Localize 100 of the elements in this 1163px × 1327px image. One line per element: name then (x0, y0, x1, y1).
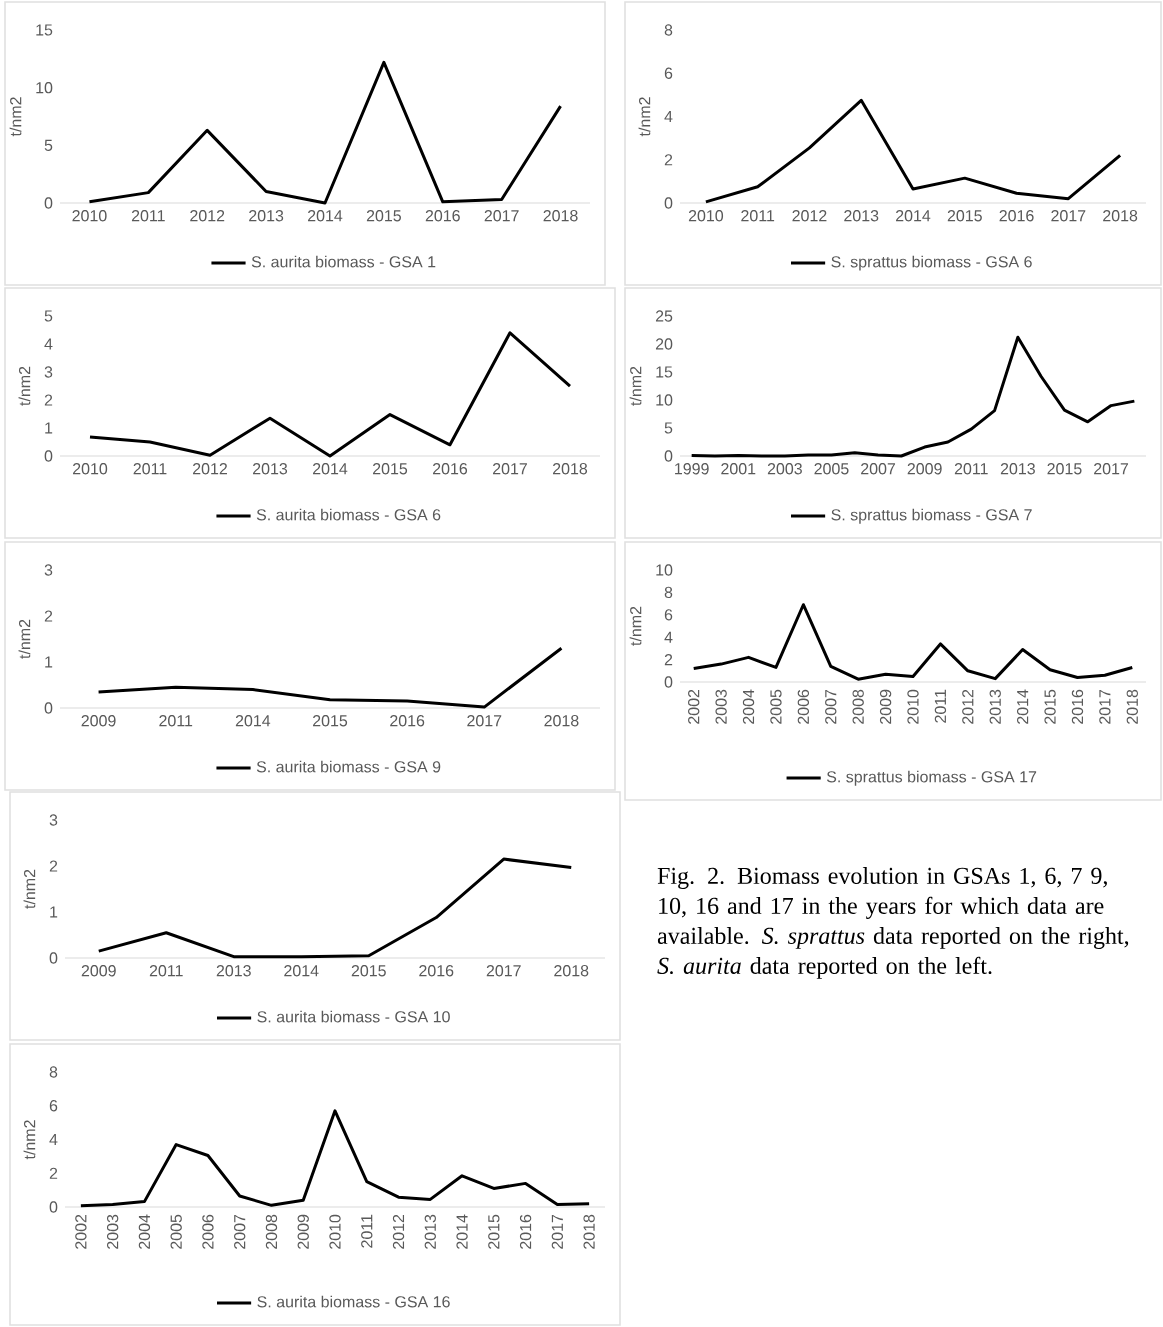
legend-label: S. aurita biomass - GSA 1 (251, 255, 436, 268)
x-tick-label: 2018 (543, 210, 578, 222)
line-series (692, 603, 1134, 681)
x-tick-label: 2013 (1000, 463, 1035, 475)
x-tick-label: 2017 (493, 463, 527, 475)
y-tick-label: 0 (49, 952, 58, 964)
legend-label: S. aurita biomass - GSA 16 (257, 1295, 450, 1308)
y-tick-label: 10 (656, 394, 673, 406)
legend-label: S. sprattus biomass - GSA 7 (831, 508, 1032, 524)
x-tick-label: 2016 (390, 715, 425, 727)
y-tick-label: 0 (44, 197, 53, 209)
x-tick-label: 2011 (131, 210, 165, 222)
legend-label: S. aurita biomass - GSA 6 (256, 508, 441, 521)
line-series (88, 331, 572, 458)
x-tick-label: 2011 (149, 965, 183, 977)
y-tick-label: 15 (36, 24, 53, 36)
y-tick-label: 4 (44, 338, 53, 350)
x-tick-label: 2018 (554, 965, 589, 977)
legend-label: S. sprattus biomass - GSA 6 (831, 255, 1032, 271)
y-tick-label: 3 (44, 564, 53, 576)
y-tick-label: 4 (664, 111, 673, 123)
y-tick-label: 2 (664, 154, 673, 166)
x-tick-label: 2013 (844, 210, 879, 222)
x-tick-label: 2007 (825, 689, 837, 724)
x-tick-label: 2014 (1016, 689, 1029, 724)
x-tick-label: 2014 (313, 463, 348, 475)
x-tick-label: 2010 (329, 1214, 341, 1249)
line-series (690, 335, 1136, 458)
legend-label: S. aurita biomass - GSA 10 (257, 1010, 450, 1023)
x-tick-label: 2015 (366, 210, 401, 222)
x-tick-label: 2016 (419, 965, 454, 977)
x-tick-label: 2015 (373, 463, 408, 475)
y-axis-title: t/nm2 (629, 366, 642, 406)
y-tick-label: 8 (664, 586, 673, 599)
y-tick-label: 5 (44, 139, 53, 151)
x-tick-label: 2010 (73, 463, 108, 475)
y-tick-label: 3 (44, 366, 53, 378)
x-tick-label: 2009 (81, 965, 116, 977)
y-tick-label: 8 (664, 24, 673, 36)
line-series (97, 646, 563, 709)
x-tick-label: 2012 (962, 689, 974, 724)
x-tick-label: 2011 (954, 463, 988, 475)
y-tick-label: 0 (44, 702, 53, 714)
x-tick-label: 2010 (907, 689, 919, 724)
x-tick-label: 2012 (190, 210, 225, 222)
x-tick-label: 2014 (308, 210, 343, 222)
x-tick-label: 2005 (170, 1214, 182, 1249)
x-tick-label: 2017 (1099, 689, 1111, 724)
legend-label: S. sprattus biomass - GSA 17 (826, 770, 1037, 786)
y-tick-label: 20 (655, 338, 673, 350)
x-tick-label: 2010 (72, 210, 107, 222)
x-tick-label: 2009 (81, 715, 116, 727)
x-tick-label: 2010 (688, 210, 724, 222)
x-tick-label: 2003 (106, 1214, 119, 1249)
x-tick-label: 2008 (265, 1214, 278, 1249)
y-tick-label: 0 (664, 676, 673, 688)
y-tick-label: 25 (655, 310, 673, 322)
x-tick-label: 2003 (715, 689, 727, 724)
x-tick-label: 2014 (456, 1214, 468, 1249)
y-axis-title: t/nm2 (23, 1120, 36, 1160)
x-tick-label: 2009 (879, 689, 892, 724)
x-tick-label: 2018 (1103, 210, 1138, 222)
x-tick-label: 2016 (433, 463, 468, 475)
text: Fig. 2. Biomass evolution in GSAs 1, 6, 7 9, 10, 16 and 17 in the years for which data are available. S. sprattus data reported on the right, S. aurita data reported on the left. (657, 867, 1129, 979)
legend-label: S. aurita biomass - GSA 9 (256, 760, 441, 773)
x-tick-label: 2017 (486, 965, 521, 977)
x-tick-label: 2015 (488, 1214, 500, 1249)
x-tick-label: 2016 (425, 210, 460, 222)
x-tick-label: 2017 (1094, 463, 1129, 475)
x-tick-label: 2001 (721, 463, 756, 475)
y-tick-label: 10 (36, 82, 53, 94)
x-tick-label: 2018 (553, 463, 588, 475)
x-tick-label: 2011 (361, 1214, 373, 1248)
x-tick-label: 2006 (202, 1214, 214, 1249)
x-tick-label: 2014 (284, 965, 319, 977)
x-tick-label: 2005 (814, 463, 849, 475)
x-tick-label: 2003 (767, 463, 802, 475)
y-tick-label: 2 (44, 610, 53, 622)
x-tick-label: 2009 (907, 463, 942, 475)
y-tick-label: 1 (50, 906, 58, 918)
x-tick-label: 2004 (742, 689, 755, 724)
x-tick-label: 2011 (934, 689, 947, 723)
x-tick-label: 2017 (484, 210, 519, 222)
x-tick-label: 2008 (852, 689, 864, 724)
y-axis-title: t/nm2 (629, 606, 642, 646)
y-tick-label: 4 (49, 1134, 58, 1146)
x-tick-label: 2014 (896, 210, 931, 222)
y-tick-label: 6 (664, 609, 673, 621)
y-axis-title: t/nm2 (23, 869, 36, 909)
x-tick-label: 2018 (1126, 689, 1138, 724)
x-tick-label: 2011 (159, 715, 193, 727)
x-tick-label: 2011 (741, 210, 775, 222)
line-series (704, 98, 1122, 204)
x-tick-label: 2013 (216, 965, 251, 977)
x-tick-label: 2013 (424, 1214, 436, 1249)
x-tick-label: 2006 (797, 689, 810, 724)
y-axis-title: t/nm2 (9, 97, 22, 137)
x-tick-label: 2017 (1051, 210, 1086, 222)
y-tick-label: 4 (664, 631, 673, 643)
y-tick-label: 0 (44, 450, 53, 462)
